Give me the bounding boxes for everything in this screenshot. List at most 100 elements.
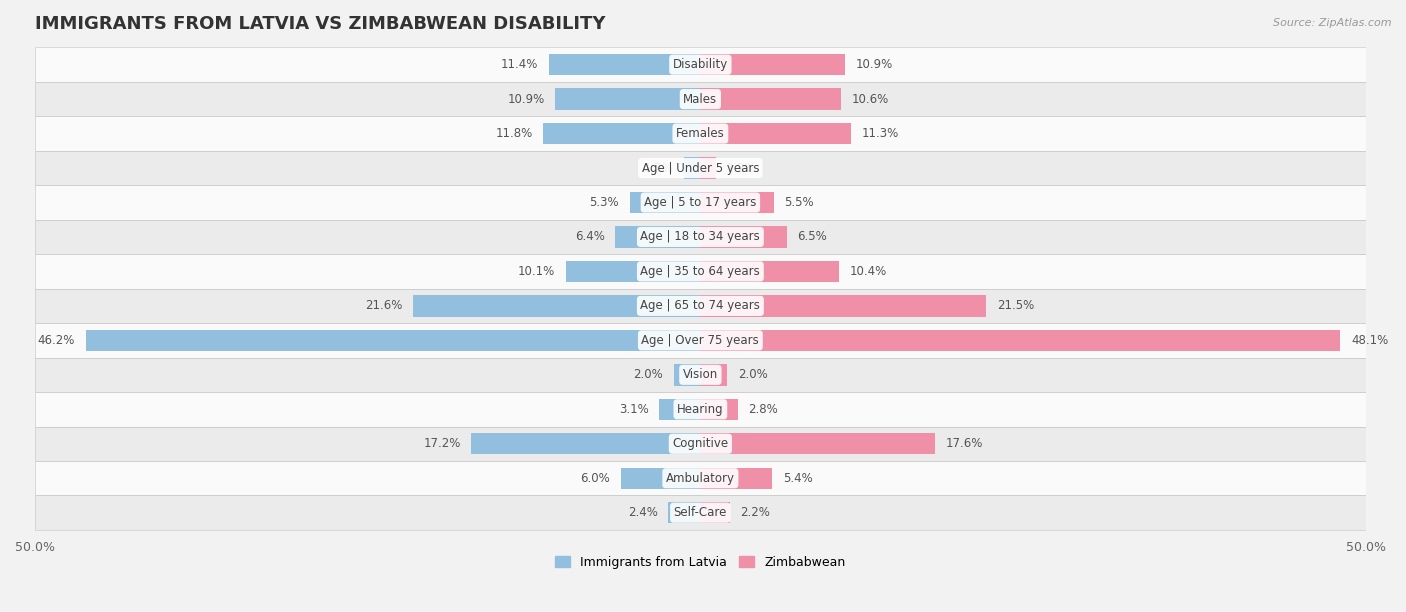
Bar bbox=[543, 123, 700, 144]
Text: 21.6%: 21.6% bbox=[366, 299, 402, 312]
Bar bbox=[673, 364, 700, 386]
Bar bbox=[685, 157, 700, 179]
Text: 1.2%: 1.2% bbox=[644, 162, 673, 174]
Text: Age | Over 75 years: Age | Over 75 years bbox=[641, 334, 759, 347]
Bar bbox=[35, 357, 1365, 392]
Bar bbox=[35, 151, 1365, 185]
Text: 2.2%: 2.2% bbox=[741, 506, 770, 519]
Text: 6.5%: 6.5% bbox=[797, 231, 827, 244]
Bar bbox=[700, 123, 851, 144]
Text: 2.0%: 2.0% bbox=[738, 368, 768, 381]
Text: 46.2%: 46.2% bbox=[38, 334, 75, 347]
Bar bbox=[700, 261, 839, 282]
Text: Source: ZipAtlas.com: Source: ZipAtlas.com bbox=[1274, 18, 1392, 28]
Text: 10.1%: 10.1% bbox=[517, 265, 555, 278]
Text: 10.9%: 10.9% bbox=[508, 92, 544, 106]
Text: 11.8%: 11.8% bbox=[495, 127, 533, 140]
Text: 10.9%: 10.9% bbox=[856, 58, 893, 71]
Bar bbox=[35, 357, 1365, 392]
Bar bbox=[668, 502, 700, 523]
Text: Age | Under 5 years: Age | Under 5 years bbox=[641, 162, 759, 174]
Text: Cognitive: Cognitive bbox=[672, 437, 728, 450]
Text: 5.4%: 5.4% bbox=[783, 472, 813, 485]
Text: 11.3%: 11.3% bbox=[862, 127, 898, 140]
Text: 21.5%: 21.5% bbox=[997, 299, 1035, 312]
Bar bbox=[35, 254, 1365, 289]
Bar bbox=[700, 502, 730, 523]
Bar bbox=[567, 261, 700, 282]
Bar bbox=[35, 427, 1365, 461]
Bar bbox=[413, 295, 700, 316]
Text: 2.4%: 2.4% bbox=[628, 506, 658, 519]
Bar bbox=[700, 364, 727, 386]
Bar bbox=[35, 323, 1365, 357]
Bar bbox=[35, 116, 1365, 151]
Text: 10.4%: 10.4% bbox=[849, 265, 887, 278]
Text: IMMIGRANTS FROM LATVIA VS ZIMBABWEAN DISABILITY: IMMIGRANTS FROM LATVIA VS ZIMBABWEAN DIS… bbox=[35, 15, 606, 33]
Text: Disability: Disability bbox=[672, 58, 728, 71]
Legend: Immigrants from Latvia, Zimbabwean: Immigrants from Latvia, Zimbabwean bbox=[550, 551, 851, 574]
Text: Age | 18 to 34 years: Age | 18 to 34 years bbox=[641, 231, 761, 244]
Text: Age | 5 to 17 years: Age | 5 to 17 years bbox=[644, 196, 756, 209]
Text: 5.5%: 5.5% bbox=[785, 196, 814, 209]
Bar bbox=[35, 151, 1365, 185]
Bar bbox=[471, 433, 700, 455]
Bar bbox=[35, 220, 1365, 254]
Bar bbox=[86, 330, 700, 351]
Text: 2.0%: 2.0% bbox=[633, 368, 664, 381]
Text: Age | 35 to 64 years: Age | 35 to 64 years bbox=[641, 265, 761, 278]
Text: 11.4%: 11.4% bbox=[501, 58, 538, 71]
Text: 1.2%: 1.2% bbox=[727, 162, 756, 174]
Bar bbox=[35, 392, 1365, 427]
Text: 10.6%: 10.6% bbox=[852, 92, 890, 106]
Text: Hearing: Hearing bbox=[678, 403, 724, 416]
Bar bbox=[35, 289, 1365, 323]
Text: 48.1%: 48.1% bbox=[1351, 334, 1388, 347]
Text: Ambulatory: Ambulatory bbox=[666, 472, 735, 485]
Bar bbox=[35, 461, 1365, 496]
Bar bbox=[35, 185, 1365, 220]
Bar bbox=[35, 496, 1365, 530]
Text: 17.2%: 17.2% bbox=[423, 437, 461, 450]
Bar bbox=[700, 433, 935, 455]
Text: 2.8%: 2.8% bbox=[748, 403, 778, 416]
Bar bbox=[35, 289, 1365, 323]
Bar bbox=[35, 116, 1365, 151]
Bar bbox=[35, 254, 1365, 289]
Bar bbox=[35, 82, 1365, 116]
Text: 6.4%: 6.4% bbox=[575, 231, 605, 244]
Bar bbox=[35, 220, 1365, 254]
Bar bbox=[659, 398, 700, 420]
Bar bbox=[35, 461, 1365, 496]
Text: Vision: Vision bbox=[683, 368, 718, 381]
Bar bbox=[700, 330, 1340, 351]
Bar bbox=[35, 392, 1365, 427]
Bar bbox=[35, 496, 1365, 530]
Bar bbox=[700, 157, 716, 179]
Text: Males: Males bbox=[683, 92, 717, 106]
Bar bbox=[35, 47, 1365, 82]
Text: Self-Care: Self-Care bbox=[673, 506, 727, 519]
Text: Females: Females bbox=[676, 127, 724, 140]
Text: 6.0%: 6.0% bbox=[581, 472, 610, 485]
Bar bbox=[35, 185, 1365, 220]
Text: 3.1%: 3.1% bbox=[619, 403, 648, 416]
Bar bbox=[616, 226, 700, 248]
Bar bbox=[700, 295, 987, 316]
Bar bbox=[548, 54, 700, 75]
Bar bbox=[700, 468, 772, 489]
Bar bbox=[35, 323, 1365, 357]
Bar bbox=[700, 398, 738, 420]
Bar bbox=[630, 192, 700, 213]
Bar bbox=[700, 54, 845, 75]
Bar bbox=[35, 82, 1365, 116]
Text: 17.6%: 17.6% bbox=[945, 437, 983, 450]
Bar bbox=[555, 88, 700, 110]
Bar bbox=[620, 468, 700, 489]
Bar bbox=[700, 226, 787, 248]
Bar bbox=[35, 427, 1365, 461]
Bar bbox=[700, 88, 841, 110]
Bar bbox=[700, 192, 773, 213]
Text: Age | 65 to 74 years: Age | 65 to 74 years bbox=[640, 299, 761, 312]
Bar bbox=[35, 47, 1365, 82]
